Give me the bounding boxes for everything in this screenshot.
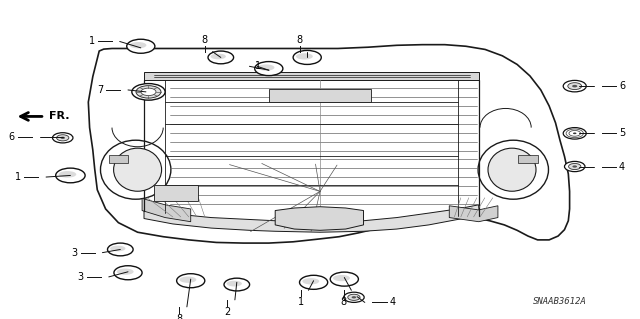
Text: 1: 1	[88, 36, 95, 47]
Ellipse shape	[351, 296, 356, 299]
Polygon shape	[449, 206, 498, 222]
Ellipse shape	[330, 272, 358, 286]
Text: 8: 8	[340, 297, 347, 307]
Ellipse shape	[224, 278, 250, 291]
Polygon shape	[269, 89, 371, 102]
Polygon shape	[154, 185, 198, 201]
Ellipse shape	[59, 171, 76, 178]
Text: 6: 6	[8, 131, 15, 142]
Ellipse shape	[56, 135, 69, 141]
Ellipse shape	[100, 140, 171, 199]
Ellipse shape	[116, 269, 134, 275]
Ellipse shape	[572, 85, 577, 87]
Text: 5: 5	[619, 128, 625, 138]
Ellipse shape	[110, 246, 125, 251]
Ellipse shape	[127, 39, 155, 53]
Ellipse shape	[129, 42, 147, 48]
Text: 4: 4	[619, 161, 625, 172]
Polygon shape	[144, 205, 479, 232]
Ellipse shape	[56, 168, 85, 183]
Ellipse shape	[302, 278, 319, 285]
Ellipse shape	[141, 88, 156, 96]
Ellipse shape	[333, 275, 350, 281]
Ellipse shape	[568, 83, 582, 90]
Text: FR.: FR.	[49, 111, 70, 122]
Text: 8: 8	[176, 314, 182, 319]
Ellipse shape	[568, 163, 581, 170]
Polygon shape	[142, 198, 191, 222]
Ellipse shape	[563, 128, 586, 139]
Ellipse shape	[208, 51, 234, 64]
Ellipse shape	[227, 281, 242, 286]
Text: 4: 4	[390, 297, 396, 308]
Ellipse shape	[296, 53, 313, 60]
Ellipse shape	[211, 54, 226, 59]
Ellipse shape	[179, 277, 196, 283]
Text: 7: 7	[97, 85, 103, 95]
Text: 1: 1	[255, 61, 261, 71]
Text: 8: 8	[296, 35, 303, 45]
Text: 6: 6	[619, 81, 625, 91]
Ellipse shape	[573, 132, 577, 134]
Ellipse shape	[344, 292, 364, 302]
Ellipse shape	[52, 133, 73, 143]
Polygon shape	[518, 155, 538, 163]
Ellipse shape	[60, 137, 65, 139]
Polygon shape	[275, 207, 364, 230]
Ellipse shape	[108, 243, 133, 256]
Polygon shape	[144, 72, 479, 80]
Ellipse shape	[255, 62, 283, 76]
Text: 3: 3	[71, 248, 77, 258]
Text: 1: 1	[15, 172, 21, 182]
Ellipse shape	[136, 86, 161, 98]
Text: SNAAB3612A: SNAAB3612A	[533, 297, 587, 306]
Ellipse shape	[114, 148, 161, 191]
Ellipse shape	[563, 80, 586, 92]
Ellipse shape	[564, 161, 585, 172]
Ellipse shape	[300, 275, 328, 289]
Ellipse shape	[488, 148, 536, 191]
Ellipse shape	[177, 274, 205, 288]
Ellipse shape	[114, 266, 142, 280]
Ellipse shape	[257, 64, 275, 71]
Ellipse shape	[293, 50, 321, 64]
Ellipse shape	[348, 294, 360, 300]
Text: 8: 8	[202, 35, 208, 45]
Ellipse shape	[572, 165, 577, 168]
Text: 3: 3	[77, 272, 84, 282]
Polygon shape	[109, 155, 128, 163]
Text: 1: 1	[298, 297, 304, 307]
Ellipse shape	[132, 84, 165, 100]
Polygon shape	[88, 45, 570, 243]
Text: 2: 2	[224, 307, 230, 317]
Ellipse shape	[478, 140, 548, 199]
